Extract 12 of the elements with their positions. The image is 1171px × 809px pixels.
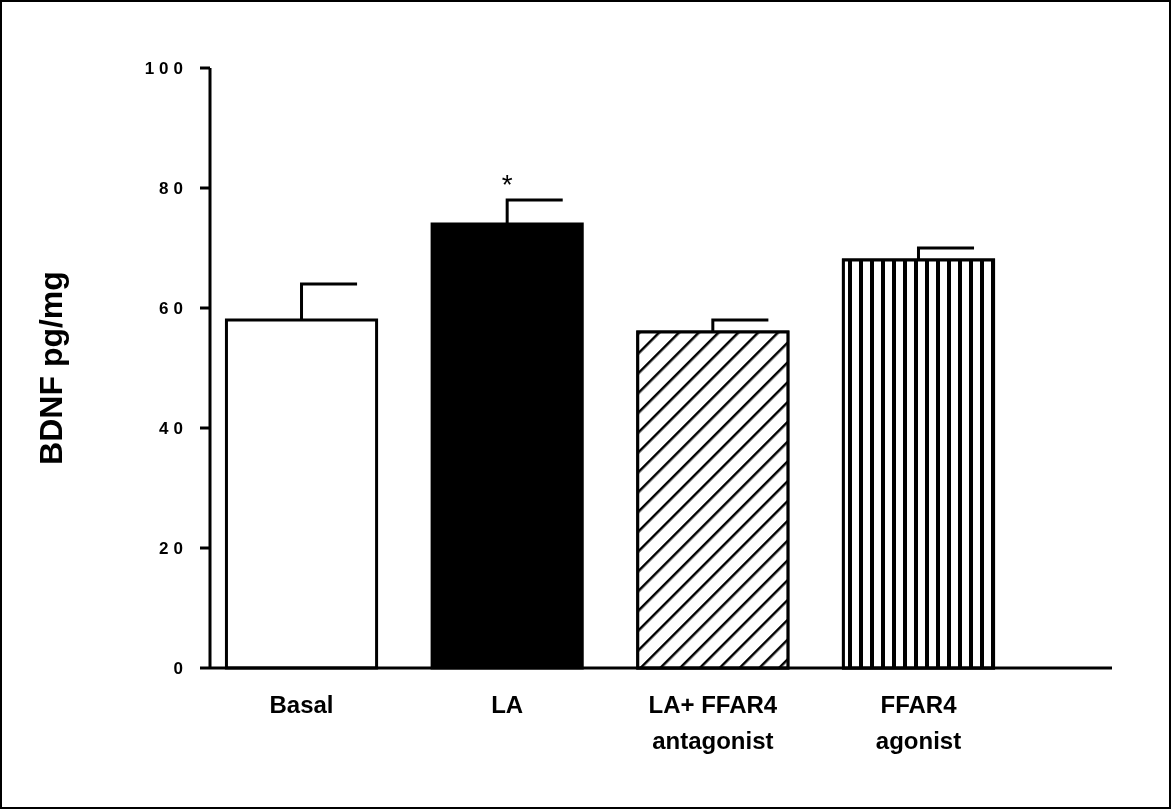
x-tick-label: Basal (269, 691, 334, 718)
x-tick-label: LA+ FFAR4 antagonist (648, 691, 778, 754)
y-tick-label: 100 (144, 58, 188, 78)
y-tick-label: 40 (159, 418, 188, 438)
y-tick-label: 80 (159, 178, 188, 198)
y-tick-label: 0 (173, 658, 188, 678)
y-tick-label: 60 (159, 298, 188, 318)
x-tick-label: FFAR4 agonist (875, 691, 962, 754)
x-tick-label: LA (491, 691, 524, 718)
y-tick-label: 20 (159, 538, 188, 558)
y-axis-title: BDNF pg/mg (33, 271, 69, 465)
annotation: * (501, 169, 513, 200)
